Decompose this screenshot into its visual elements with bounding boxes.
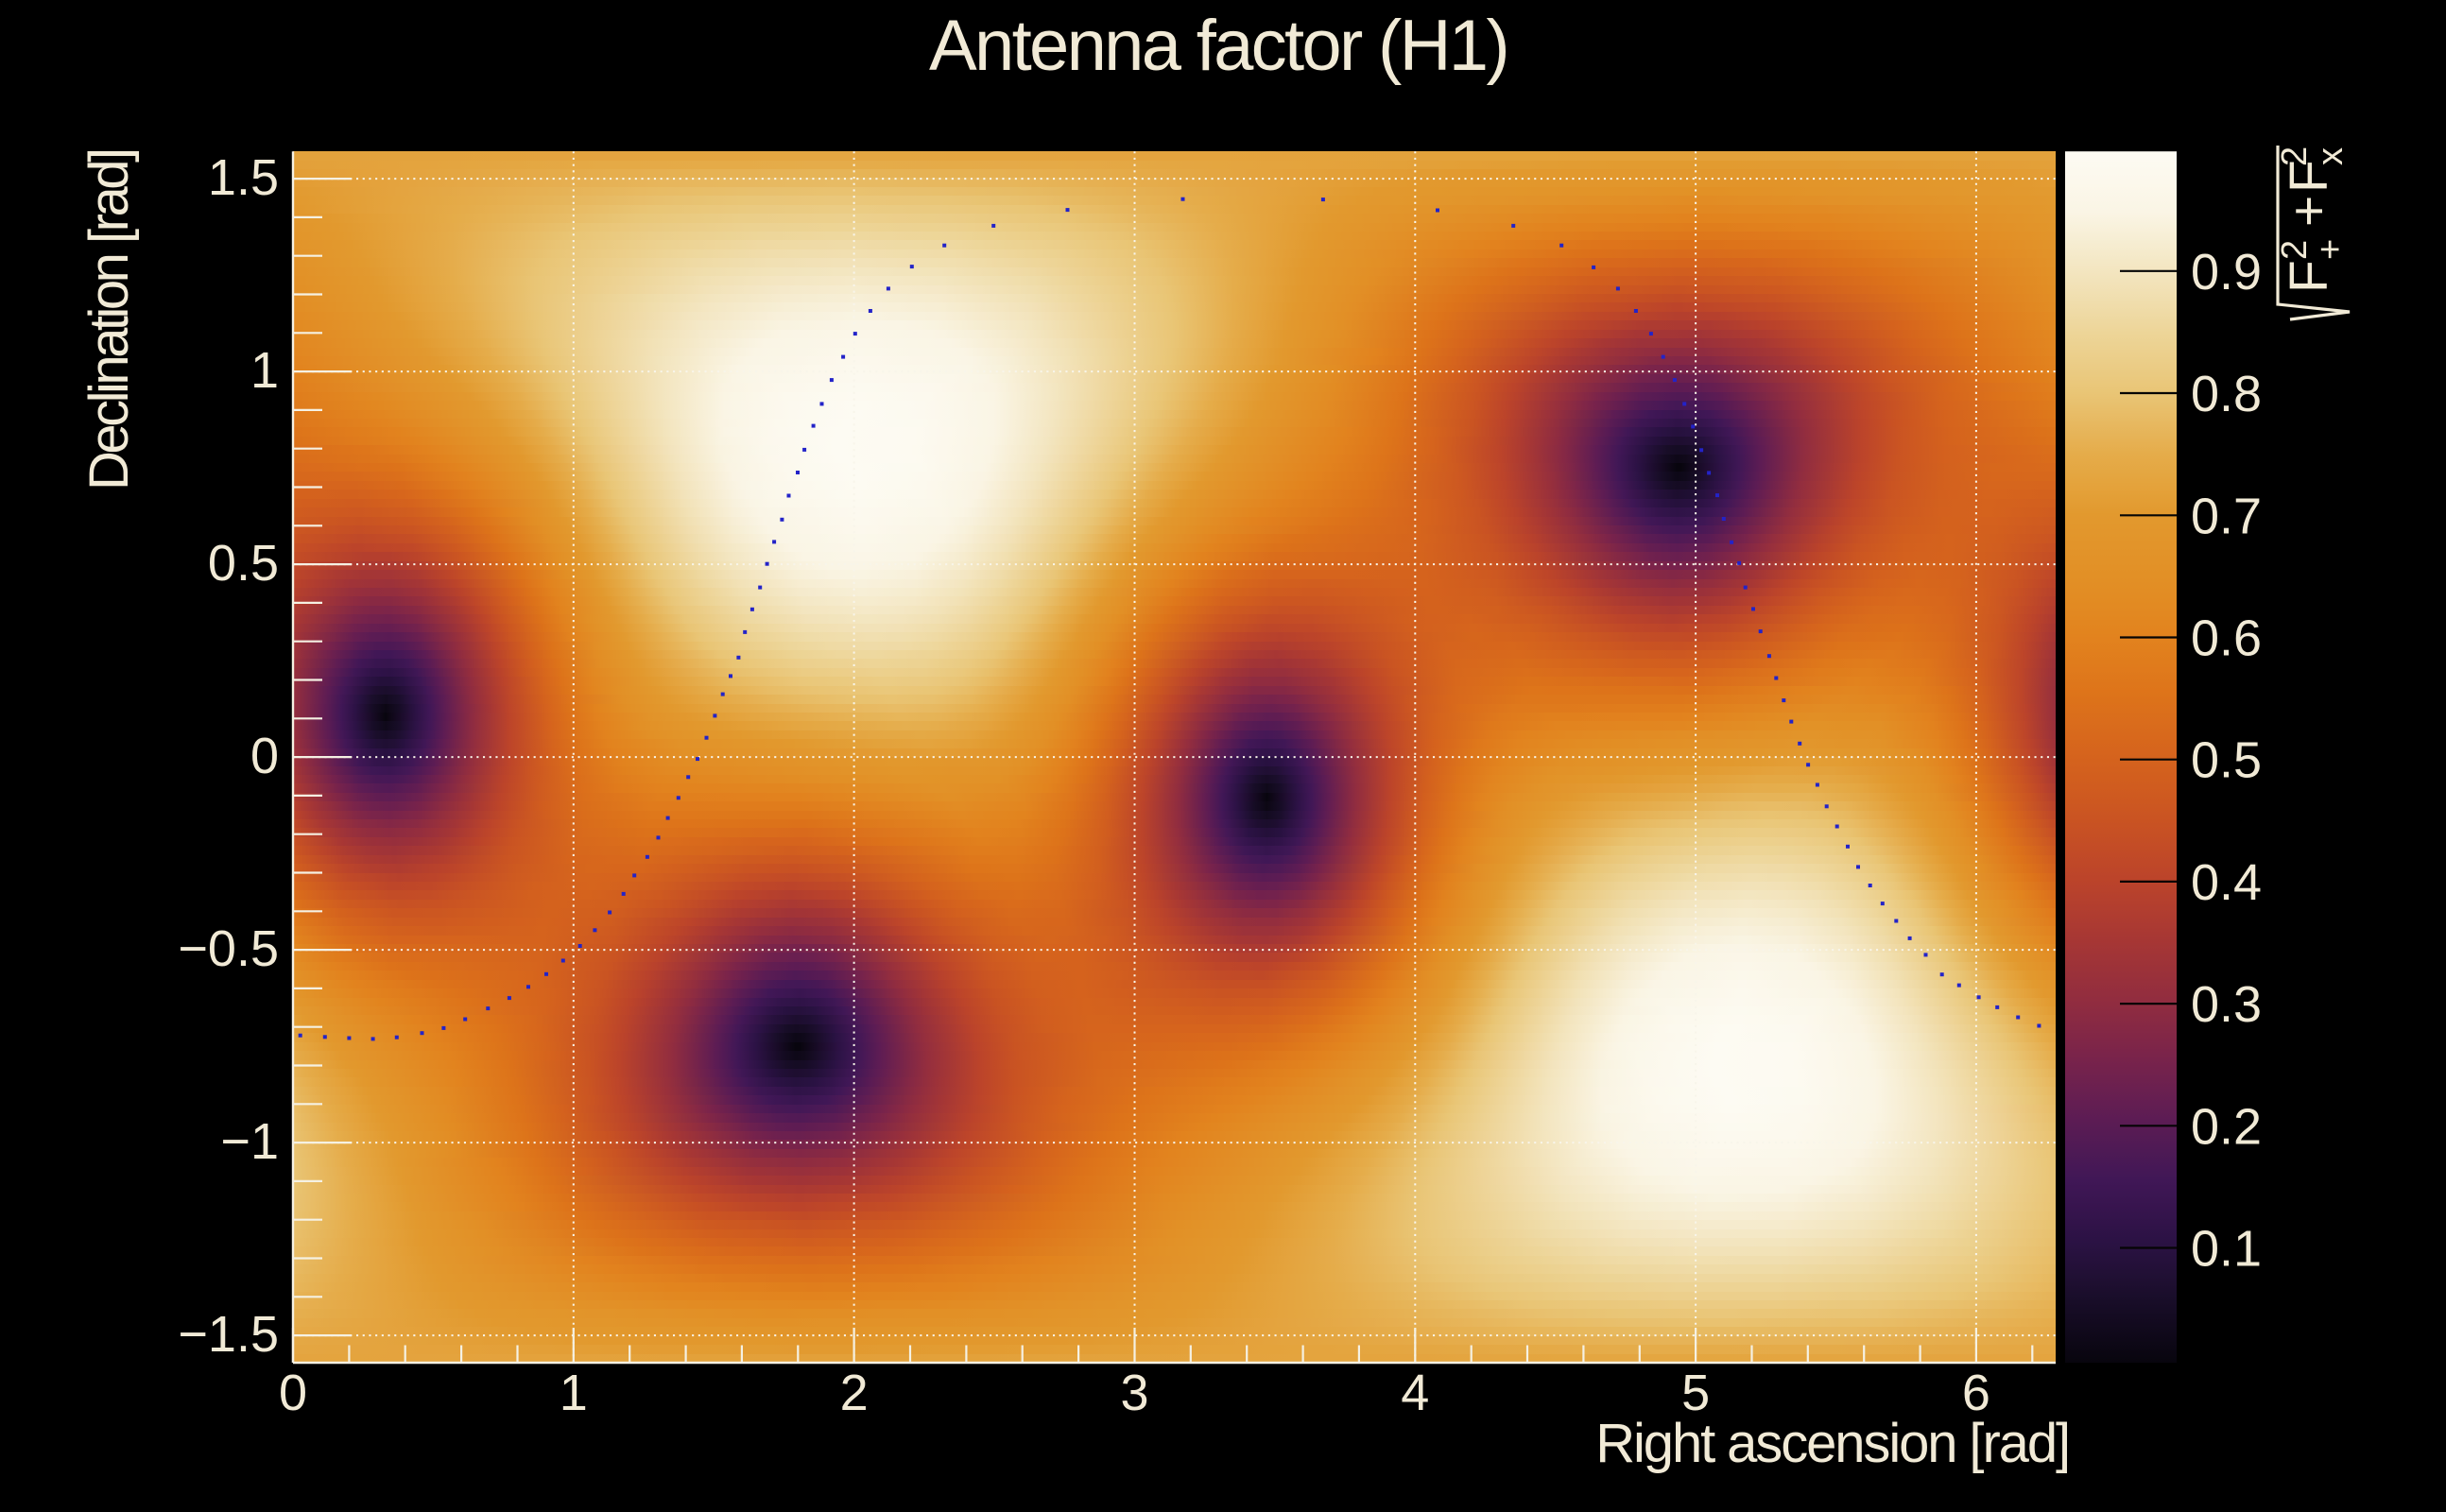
svg-text:3: 3: [1120, 1365, 1148, 1421]
svg-text:5: 5: [1681, 1365, 1710, 1421]
svg-text:0.9: 0.9: [2191, 244, 2262, 301]
svg-text:4: 4: [1401, 1365, 1429, 1421]
svg-text:+: +: [2279, 196, 2339, 227]
svg-text:0.5: 0.5: [2191, 732, 2262, 789]
svg-text:0.6: 0.6: [2191, 610, 2262, 667]
svg-text:0.5: 0.5: [208, 535, 279, 592]
svg-text:1: 1: [560, 1365, 588, 1421]
svg-text:0.8: 0.8: [2191, 366, 2262, 422]
svg-text:−1: −1: [220, 1113, 279, 1170]
svg-text:2: 2: [2275, 240, 2315, 260]
svg-text:+: +: [2311, 239, 2351, 260]
svg-text:Antenna factor (H1): Antenna factor (H1): [929, 6, 1507, 86]
svg-text:0.7: 0.7: [2191, 488, 2262, 544]
svg-text:0: 0: [279, 1365, 307, 1421]
svg-text:−0.5: −0.5: [178, 920, 279, 977]
svg-text:Declination [rad]: Declination [rad]: [78, 150, 140, 490]
svg-text:Right ascension [rad]: Right ascension [rad]: [1595, 1413, 2069, 1474]
svg-text:2: 2: [840, 1365, 869, 1421]
svg-text:F: F: [2279, 260, 2339, 293]
svg-text:1.5: 1.5: [208, 149, 279, 206]
svg-text:0.1: 0.1: [2191, 1221, 2262, 1278]
svg-text:−1.5: −1.5: [178, 1306, 279, 1363]
svg-text:0.4: 0.4: [2191, 854, 2262, 911]
svg-text:F: F: [2279, 160, 2339, 193]
svg-text:6: 6: [1962, 1365, 1990, 1421]
svg-text:0.2: 0.2: [2191, 1098, 2262, 1155]
svg-text:x: x: [2311, 147, 2351, 165]
svg-text:0.3: 0.3: [2191, 976, 2262, 1033]
svg-text:2: 2: [2275, 146, 2315, 166]
svg-text:1: 1: [250, 342, 279, 399]
svg-text:0: 0: [250, 728, 279, 784]
